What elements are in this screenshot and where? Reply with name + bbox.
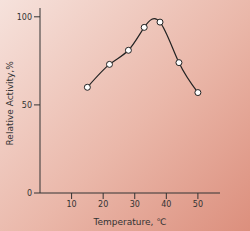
- svg-text:20: 20: [98, 200, 108, 209]
- svg-text:50: 50: [193, 200, 203, 209]
- svg-text:30: 30: [130, 200, 140, 209]
- svg-text:Temperature, ℃: Temperature, ℃: [93, 217, 167, 227]
- svg-text:50: 50: [22, 101, 32, 110]
- svg-text:Relative Activity,%: Relative Activity,%: [8, 61, 15, 146]
- svg-text:10: 10: [66, 200, 76, 209]
- svg-text:100: 100: [17, 13, 32, 22]
- svg-text:0: 0: [27, 189, 32, 198]
- svg-text:40: 40: [161, 200, 171, 209]
